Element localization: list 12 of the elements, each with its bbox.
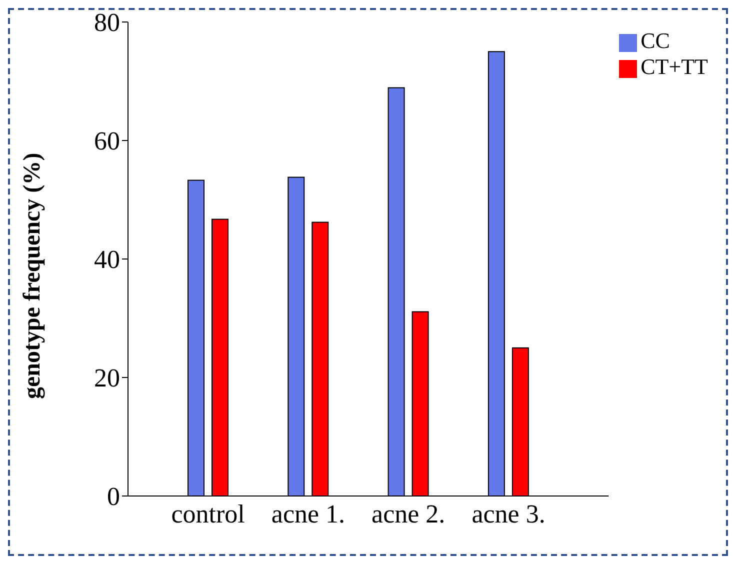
x-tick-label: acne 2. [372,499,446,528]
y-tick-label: 20 [94,364,120,393]
y-tick-label: 40 [94,245,120,274]
legend-label: CT+TT [640,54,708,79]
y-tick-label: 80 [94,8,120,38]
legend-label: CC [640,28,670,53]
x-tick-label: acne 3. [472,499,546,528]
y-axis-title: genotype frequency (%) [20,152,46,399]
x-tick-label: acne 1. [271,499,346,528]
y-tick-label: 60 [94,126,120,156]
y-tick-label: 0 [107,482,120,512]
x-tick-label: control [171,499,245,528]
